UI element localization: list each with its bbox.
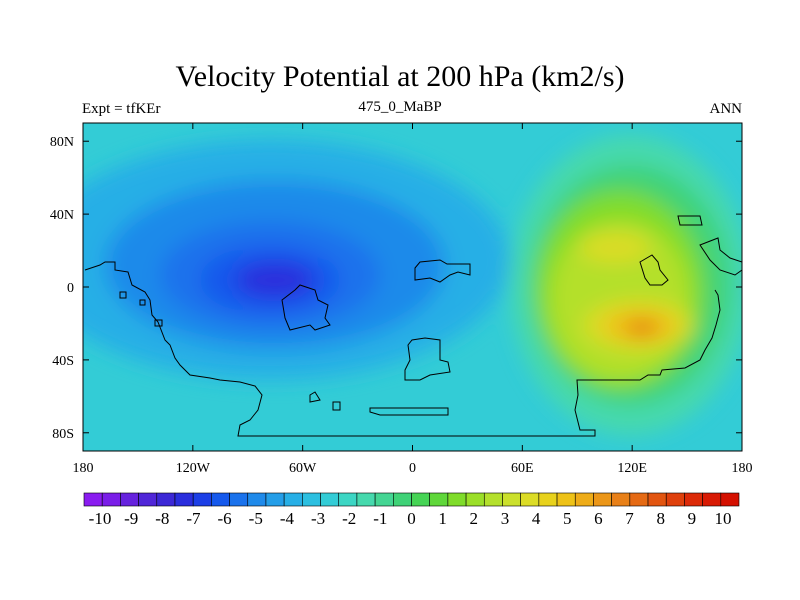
colorbar-swatch <box>211 492 230 507</box>
chart-title: Velocity Potential at 200 hPa (km2/s) <box>175 60 625 93</box>
colorbar-swatch <box>520 492 540 507</box>
colorbar-swatch <box>465 492 485 507</box>
colorbar-swatch <box>593 492 612 507</box>
experiment-label: Expt = tfKEr <box>82 101 161 117</box>
coastlines <box>84 215 742 437</box>
x-axis-labels: 180 120W 60W 0 60E 120E 180 <box>73 461 753 476</box>
colorbar-label: -4 <box>280 509 295 528</box>
colorbar-swatch <box>338 492 358 507</box>
colorbar-label: -3 <box>311 509 325 528</box>
colorbar-swatch <box>356 492 376 507</box>
colorbar-swatch <box>192 492 212 507</box>
colorbar-swatch <box>120 492 139 507</box>
colorbar-swatch <box>411 492 430 507</box>
colorbar-label: 0 <box>407 509 416 528</box>
colorbar-label: -10 <box>89 509 112 528</box>
colorbar-label: 5 <box>563 509 572 528</box>
colorbar-label: 2 <box>470 509 479 528</box>
colorbar-label: -8 <box>155 509 169 528</box>
colorbar-swatch <box>684 492 703 507</box>
colorbar-swatch <box>265 492 285 507</box>
colorbar-swatch <box>101 492 121 507</box>
x-tick-label: 60E <box>511 461 534 476</box>
x-tick-label: 180 <box>732 461 753 476</box>
contour-field <box>83 123 742 451</box>
colorbar-swatch <box>702 492 722 507</box>
x-tick-label: 120W <box>176 461 211 476</box>
colorbar-swatch <box>647 492 667 507</box>
colorbar-label: 6 <box>594 509 603 528</box>
colorbar-swatch <box>229 492 249 507</box>
time-label: 475_0_MaBP <box>358 99 442 115</box>
colorbar-swatch <box>720 492 740 507</box>
colorbar-swatch <box>156 492 176 507</box>
colorbar-label: -2 <box>342 509 356 528</box>
colorbar-label: 10 <box>715 509 732 528</box>
colorbar-swatch <box>665 492 685 507</box>
colorbar-label: -1 <box>373 509 387 528</box>
x-tick-label: 120E <box>617 461 647 476</box>
colorbar-swatch <box>556 492 576 507</box>
colorbar-label: 1 <box>438 509 447 528</box>
x-tick-label: 180 <box>73 461 94 476</box>
x-tick-label: 0 <box>409 461 416 476</box>
colorbar-label: 8 <box>656 509 665 528</box>
x-tick-label: 60W <box>289 461 317 476</box>
colorbar-swatch <box>538 492 558 507</box>
colorbar-label: 7 <box>625 509 634 528</box>
colorbar-label: -6 <box>218 509 232 528</box>
colorbar-swatch <box>393 492 412 507</box>
season-label: ANN <box>709 101 743 117</box>
colorbar-swatch <box>574 492 594 507</box>
y-tick-label: 0 <box>67 281 74 296</box>
y-tick-label: 80S <box>52 427 74 442</box>
y-tick-label: 40S <box>52 354 74 369</box>
colorbar-label: -7 <box>186 509 201 528</box>
colorbar-label: -9 <box>124 509 138 528</box>
colorbar-label: -5 <box>249 509 263 528</box>
colorbar-swatch <box>83 492 103 507</box>
y-axis-labels: 80N 40N 0 40S 80S <box>50 135 74 442</box>
colorbar-label: 3 <box>501 509 510 528</box>
colorbar-swatch <box>320 492 340 507</box>
colorbar-swatch <box>174 492 194 507</box>
colorbar-swatch <box>138 492 158 507</box>
y-tick-label: 80N <box>50 135 74 150</box>
colorbar <box>83 492 740 507</box>
colorbar-swatch <box>502 492 521 507</box>
colorbar-swatch <box>374 492 394 507</box>
axis-ticks <box>82 123 743 451</box>
colorbar-label: 4 <box>532 509 541 528</box>
colorbar-label: 9 <box>688 509 697 528</box>
colorbar-swatch <box>302 492 321 507</box>
colorbar-swatch <box>247 492 267 507</box>
colorbar-swatch <box>447 492 467 507</box>
colorbar-swatch <box>611 492 631 507</box>
colorbar-swatch <box>283 492 303 507</box>
y-tick-label: 40N <box>50 208 74 223</box>
colorbar-swatch <box>483 492 503 507</box>
colorbar-labels: -10 -9 -8 -7 -6 -5 -4 -3 -2 -1 0 1 2 3 4 5 6 7 8 9 10 <box>89 509 732 528</box>
colorbar-swatch <box>629 492 649 507</box>
colorbar-swatch <box>429 492 449 507</box>
